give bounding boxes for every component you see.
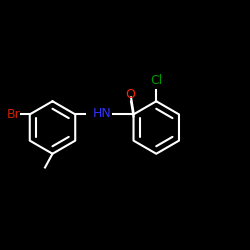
Text: Cl: Cl bbox=[150, 74, 162, 86]
Text: Br: Br bbox=[7, 108, 21, 121]
Text: HN: HN bbox=[92, 106, 111, 120]
Text: O: O bbox=[125, 88, 135, 102]
